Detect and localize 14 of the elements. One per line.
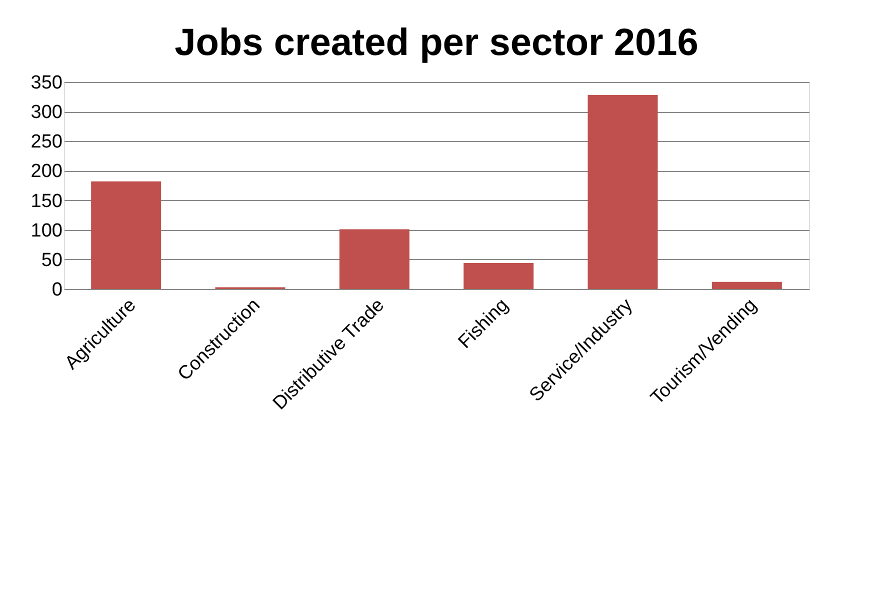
bar [464, 262, 534, 289]
y-tick-label: 0 [52, 280, 62, 300]
bar [339, 229, 410, 289]
bar [91, 181, 162, 289]
y-tick-label: 150 [30, 190, 62, 212]
y-tick-label: 100 [30, 220, 62, 242]
chart-title: Jobs created per sector 2016 [174, 22, 698, 64]
y-tick-label: 300 [30, 102, 62, 124]
y-tick-label: 50 [41, 250, 62, 271]
y-tick-label: 200 [30, 161, 62, 182]
y-tick-label: 250 [30, 132, 62, 153]
bar [588, 95, 658, 289]
bar [712, 282, 782, 289]
y-tick-label: 350 [30, 72, 62, 94]
